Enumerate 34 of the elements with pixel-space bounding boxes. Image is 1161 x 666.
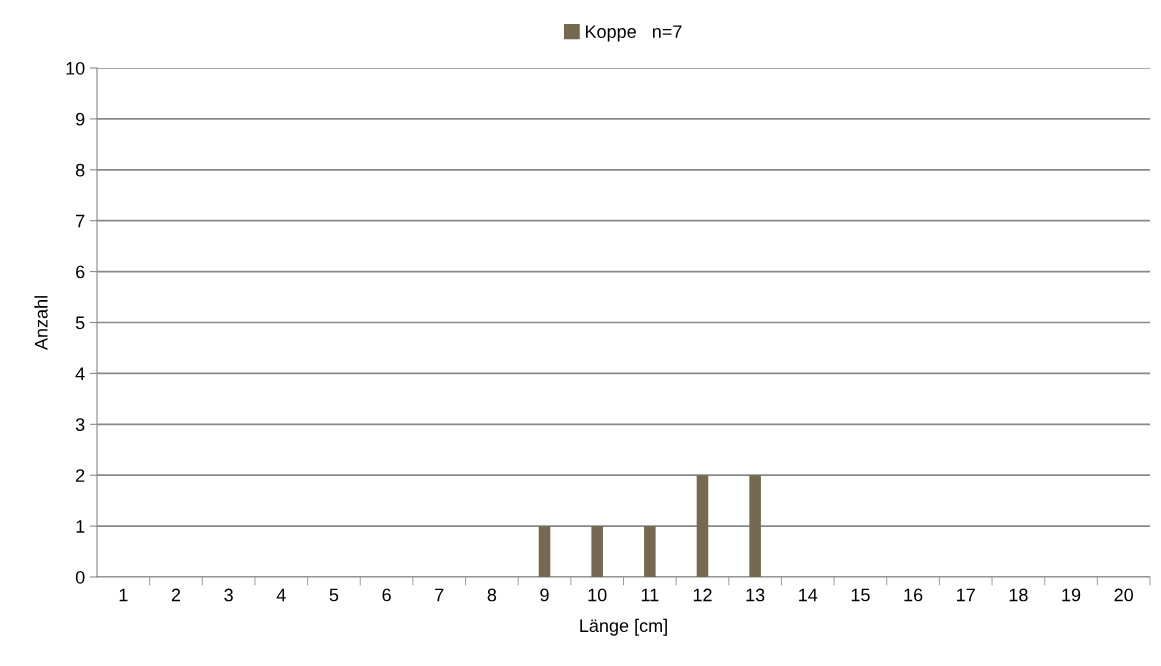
- x-tick-label: 13: [746, 588, 765, 602]
- x-tick-label: 7: [435, 588, 444, 602]
- y-tick-label: 6: [76, 265, 85, 279]
- y-tick-label: 9: [76, 112, 85, 126]
- y-axis-title: Anzahl: [34, 296, 48, 351]
- x-tick-label: 19: [1062, 588, 1081, 602]
- x-tick-label: 3: [224, 588, 233, 602]
- x-tick-label: 8: [487, 588, 497, 602]
- x-tick-label: 16: [904, 588, 923, 602]
- x-tick-label: 14: [799, 588, 818, 602]
- x-tick-label: 9: [540, 588, 549, 602]
- y-tick-label: 4: [75, 367, 85, 380]
- x-tick-label: 18: [1009, 588, 1028, 602]
- x-tick-label: 4: [276, 588, 286, 602]
- y-tick-label: 8: [75, 163, 85, 177]
- x-axis-title: Länge [cm]: [580, 618, 667, 636]
- legend-label: Koppe n=7: [585, 25, 682, 42]
- x-tick-label: 20: [1114, 588, 1134, 602]
- x-tick-label: 1: [119, 588, 128, 602]
- x-tick-label: 11: [641, 588, 659, 602]
- y-tick-label: 3: [75, 418, 85, 432]
- y-tick-label: 0: [75, 570, 85, 584]
- y-tick-label: 2: [76, 469, 85, 482]
- y-tick-label: 5: [75, 316, 85, 330]
- x-tick-label: 6: [382, 588, 391, 602]
- x-tick-label: 15: [851, 588, 870, 602]
- x-tick-label: 2: [171, 588, 181, 602]
- y-tick-label: 1: [76, 520, 85, 533]
- y-tick-label: 7: [76, 214, 85, 228]
- x-tick-label: 17: [957, 588, 975, 602]
- y-tick-label: 10: [66, 61, 85, 75]
- x-tick-label: 10: [588, 588, 607, 602]
- x-tick-label: 5: [329, 588, 339, 602]
- x-tick-label: 12: [693, 588, 712, 602]
